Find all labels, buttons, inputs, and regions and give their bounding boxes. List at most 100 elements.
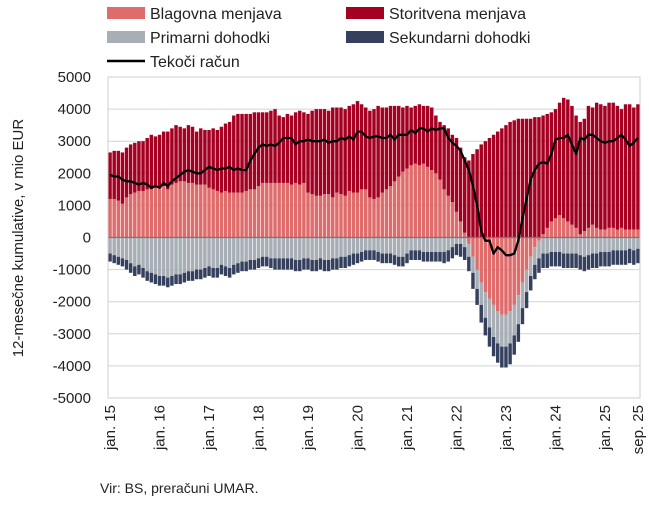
y-tick-label: 0 xyxy=(83,230,91,247)
bar-services xyxy=(207,129,211,188)
y-tick-label: -2000 xyxy=(53,294,91,311)
bar-services xyxy=(120,152,125,204)
bar-goods xyxy=(128,194,133,238)
bar-secondary-income xyxy=(557,251,562,267)
y-tick-labels: 5000 4000 3000 2000 1000 0 -1000 -2000 -3000 -400… xyxy=(53,69,91,407)
bar-goods xyxy=(157,187,162,238)
bar-goods xyxy=(273,182,277,238)
y-tick-label: 2000 xyxy=(58,165,91,182)
bar-goods xyxy=(223,190,228,238)
bar-primary-income xyxy=(170,237,174,277)
bar-services xyxy=(153,136,158,188)
bar-goods xyxy=(545,227,549,238)
bar-goods xyxy=(425,166,430,238)
bar-goods xyxy=(401,171,405,238)
bar-secondary-income xyxy=(141,267,145,278)
bar-primary-income xyxy=(141,237,145,268)
bar-secondary-income xyxy=(570,253,574,268)
bar-goods xyxy=(219,192,224,238)
bar-goods xyxy=(302,182,306,238)
bar-secondary-income xyxy=(265,256,269,267)
bar-services xyxy=(372,109,376,199)
bar-services xyxy=(471,154,475,238)
bar-services xyxy=(236,113,240,193)
bar-primary-income xyxy=(298,237,302,260)
bar-primary-income xyxy=(636,237,640,249)
x-tick-label: jan. 23 xyxy=(498,405,515,451)
bar-secondary-income xyxy=(277,258,281,270)
bar-services xyxy=(215,129,220,191)
bar-secondary-income xyxy=(372,250,376,260)
bar-services xyxy=(359,104,364,190)
bar-primary-income xyxy=(190,237,195,272)
x-tick-labels: jan. 15 jan. 16 jan. 17 jan. 18 jan. 19 jan. … xyxy=(102,405,647,454)
bar-secondary-income xyxy=(594,253,599,268)
bar-secondary-income xyxy=(545,253,549,268)
bar-secondary-income xyxy=(174,274,178,285)
bar-goods xyxy=(236,192,240,238)
bar-secondary-income xyxy=(223,266,228,277)
bar-primary-income xyxy=(495,311,500,344)
bar-goods xyxy=(281,182,286,238)
bar-primary-income xyxy=(516,295,521,325)
bar-services xyxy=(446,128,450,196)
bar-secondary-income xyxy=(384,253,389,264)
legend: Blagovna menjava Storitvena menjava Prim… xyxy=(107,6,530,71)
bar-secondary-income xyxy=(632,250,636,265)
bar-secondary-income xyxy=(599,251,603,267)
bar-primary-income xyxy=(401,237,405,257)
bar-secondary-income xyxy=(236,263,240,273)
bar-goods xyxy=(116,200,121,238)
bar-primary-income xyxy=(462,237,467,248)
bar-primary-income xyxy=(120,237,125,259)
legend-swatch-services xyxy=(346,7,384,19)
bar-secondary-income xyxy=(161,276,166,286)
bar-services xyxy=(487,137,492,238)
bar-goods xyxy=(277,182,281,238)
bar-secondary-income xyxy=(170,276,174,286)
bar-secondary-income xyxy=(397,256,401,267)
bar-goods xyxy=(471,237,475,257)
bar-secondary-income xyxy=(520,308,525,325)
bar-primary-income xyxy=(318,237,323,259)
bar-primary-income xyxy=(425,237,430,252)
bar-goods xyxy=(458,221,463,238)
bar-primary-income xyxy=(586,237,591,256)
bar-primary-income xyxy=(384,237,389,254)
bar-secondary-income xyxy=(582,256,587,272)
bar-goods xyxy=(368,197,372,238)
bar-goods xyxy=(186,182,191,238)
bar-services xyxy=(211,128,215,190)
bar-primary-income xyxy=(475,269,479,289)
bar-goods xyxy=(417,165,422,238)
bar-primary-income xyxy=(145,237,149,272)
bar-services xyxy=(632,107,636,230)
y-tick-label: 1000 xyxy=(58,197,91,214)
bar-goods xyxy=(392,181,397,238)
bar-secondary-income xyxy=(446,250,450,262)
bar-goods xyxy=(149,189,154,238)
bar-secondary-income xyxy=(603,251,607,267)
bar-goods xyxy=(318,195,323,238)
bar-primary-income xyxy=(549,237,554,252)
bar-services xyxy=(265,112,269,183)
bar-goods xyxy=(524,237,529,270)
bar-secondary-income xyxy=(240,261,244,272)
current-account-line xyxy=(109,127,639,257)
bar-primary-income xyxy=(269,237,273,259)
bar-secondary-income xyxy=(108,253,112,262)
bar-goods xyxy=(611,227,615,238)
legend-label-current-account: Tekoči račun xyxy=(150,54,240,71)
bar-services xyxy=(570,105,574,225)
x-tick-label: jan. 21 xyxy=(399,405,416,451)
bar-goods xyxy=(120,203,125,238)
bar-secondary-income xyxy=(322,259,327,272)
bar-primary-income xyxy=(632,237,636,251)
bar-services xyxy=(141,141,145,191)
bar-secondary-income xyxy=(364,250,368,260)
bar-goods xyxy=(599,229,603,238)
bar-goods xyxy=(248,189,253,238)
bar-goods xyxy=(244,190,248,238)
bar-primary-income xyxy=(182,237,187,273)
bar-services xyxy=(157,134,162,188)
